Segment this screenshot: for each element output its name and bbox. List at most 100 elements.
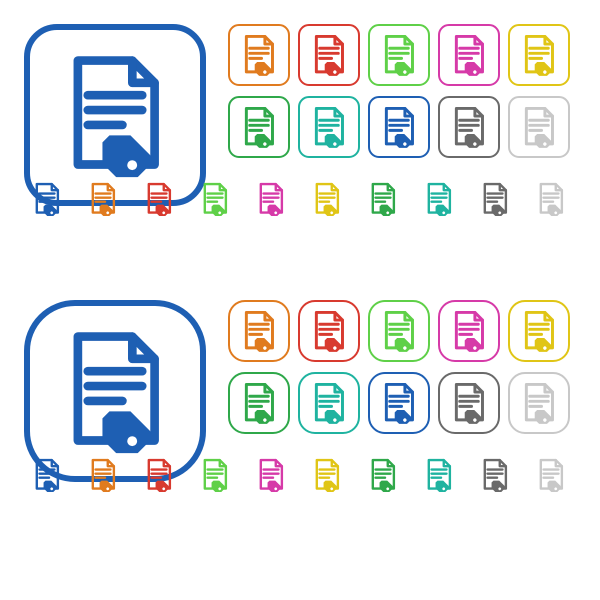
icon-tile bbox=[228, 24, 290, 86]
icon-tile bbox=[228, 300, 290, 362]
icon-tile bbox=[470, 174, 520, 224]
icon-tile bbox=[414, 450, 464, 500]
icon-tile bbox=[302, 174, 352, 224]
tile-frame bbox=[228, 24, 290, 86]
icon-tile bbox=[438, 96, 500, 158]
document-tag-icon bbox=[238, 382, 280, 424]
document-tag-icon bbox=[86, 458, 120, 492]
document-tag-icon bbox=[448, 310, 490, 352]
document-tag-icon bbox=[366, 458, 400, 492]
document-tag-icon bbox=[422, 458, 456, 492]
document-tag-icon bbox=[308, 34, 350, 76]
document-tag-icon bbox=[448, 382, 490, 424]
tile-frame bbox=[302, 450, 352, 500]
icon-tile bbox=[190, 450, 240, 500]
tile-frame bbox=[298, 372, 360, 434]
icon-tile bbox=[134, 450, 184, 500]
tile-frame bbox=[526, 174, 576, 224]
icon-tile bbox=[508, 300, 570, 362]
icon-tile bbox=[526, 450, 576, 500]
icon-tile bbox=[302, 450, 352, 500]
document-tag-icon bbox=[310, 182, 344, 216]
icon-tile bbox=[526, 174, 576, 224]
icon-tile bbox=[358, 450, 408, 500]
tile-frame bbox=[78, 174, 128, 224]
icon-tile bbox=[78, 174, 128, 224]
document-tag-icon bbox=[518, 34, 560, 76]
document-tag-icon bbox=[366, 182, 400, 216]
tile-frame bbox=[78, 450, 128, 500]
document-tag-icon bbox=[478, 458, 512, 492]
tile-frame bbox=[438, 96, 500, 158]
icon-tile bbox=[298, 372, 360, 434]
document-tag-icon bbox=[422, 182, 456, 216]
tile-frame bbox=[358, 450, 408, 500]
document-tag-icon bbox=[310, 458, 344, 492]
tile-frame bbox=[368, 300, 430, 362]
icon-tile bbox=[368, 96, 430, 158]
document-tag-icon bbox=[534, 458, 568, 492]
document-tag-icon bbox=[378, 310, 420, 352]
tile-frame bbox=[368, 24, 430, 86]
document-tag-icon bbox=[448, 106, 490, 148]
document-tag-icon bbox=[308, 310, 350, 352]
tile-frame bbox=[298, 24, 360, 86]
document-tag-icon bbox=[238, 106, 280, 148]
tile-frame bbox=[368, 96, 430, 158]
document-tag-icon bbox=[254, 458, 288, 492]
tile-frame bbox=[470, 174, 520, 224]
document-tag-icon bbox=[254, 182, 288, 216]
icon-tile bbox=[438, 300, 500, 362]
tile-frame bbox=[298, 96, 360, 158]
document-tag-icon bbox=[478, 182, 512, 216]
icon-tile bbox=[298, 24, 360, 86]
icon-tile bbox=[228, 372, 290, 434]
tile-frame bbox=[302, 174, 352, 224]
tile-frame bbox=[508, 24, 570, 86]
document-tag-icon bbox=[198, 458, 232, 492]
document-tag-icon bbox=[378, 382, 420, 424]
icon-tile bbox=[246, 450, 296, 500]
tile-frame bbox=[526, 450, 576, 500]
tile-frame bbox=[298, 300, 360, 362]
tile-frame bbox=[368, 372, 430, 434]
document-tag-icon bbox=[142, 458, 176, 492]
icon-tile bbox=[414, 174, 464, 224]
icon-tile bbox=[228, 96, 290, 158]
tile-frame bbox=[414, 450, 464, 500]
icon-tile bbox=[438, 372, 500, 434]
document-tag-icon bbox=[308, 106, 350, 148]
icon-sheet bbox=[0, 0, 600, 600]
document-tag-icon bbox=[238, 34, 280, 76]
icon-tile bbox=[368, 300, 430, 362]
tile-frame bbox=[246, 450, 296, 500]
icon-tile bbox=[190, 174, 240, 224]
icon-tile bbox=[358, 174, 408, 224]
tile-frame bbox=[438, 24, 500, 86]
document-tag-icon bbox=[308, 382, 350, 424]
icon-tile bbox=[246, 174, 296, 224]
icon-tile bbox=[298, 96, 360, 158]
icon-tile bbox=[508, 372, 570, 434]
icon-tile bbox=[368, 24, 430, 86]
document-tag-icon bbox=[448, 34, 490, 76]
icon-tile bbox=[438, 24, 500, 86]
tile-frame bbox=[190, 450, 240, 500]
icon-tile bbox=[368, 372, 430, 434]
tile-frame bbox=[190, 174, 240, 224]
document-tag-icon bbox=[142, 182, 176, 216]
icon-tile bbox=[508, 24, 570, 86]
icon-tile bbox=[78, 450, 128, 500]
tile-frame bbox=[438, 300, 500, 362]
document-tag-icon bbox=[30, 458, 64, 492]
document-tag-icon bbox=[518, 106, 560, 148]
tile-frame bbox=[508, 372, 570, 434]
icon-tile bbox=[470, 450, 520, 500]
tile-frame bbox=[228, 372, 290, 434]
tile-frame bbox=[228, 96, 290, 158]
document-tag-icon bbox=[238, 310, 280, 352]
tile-frame bbox=[470, 450, 520, 500]
document-tag-icon bbox=[53, 53, 177, 177]
icon-tile bbox=[298, 300, 360, 362]
tile-frame bbox=[508, 96, 570, 158]
